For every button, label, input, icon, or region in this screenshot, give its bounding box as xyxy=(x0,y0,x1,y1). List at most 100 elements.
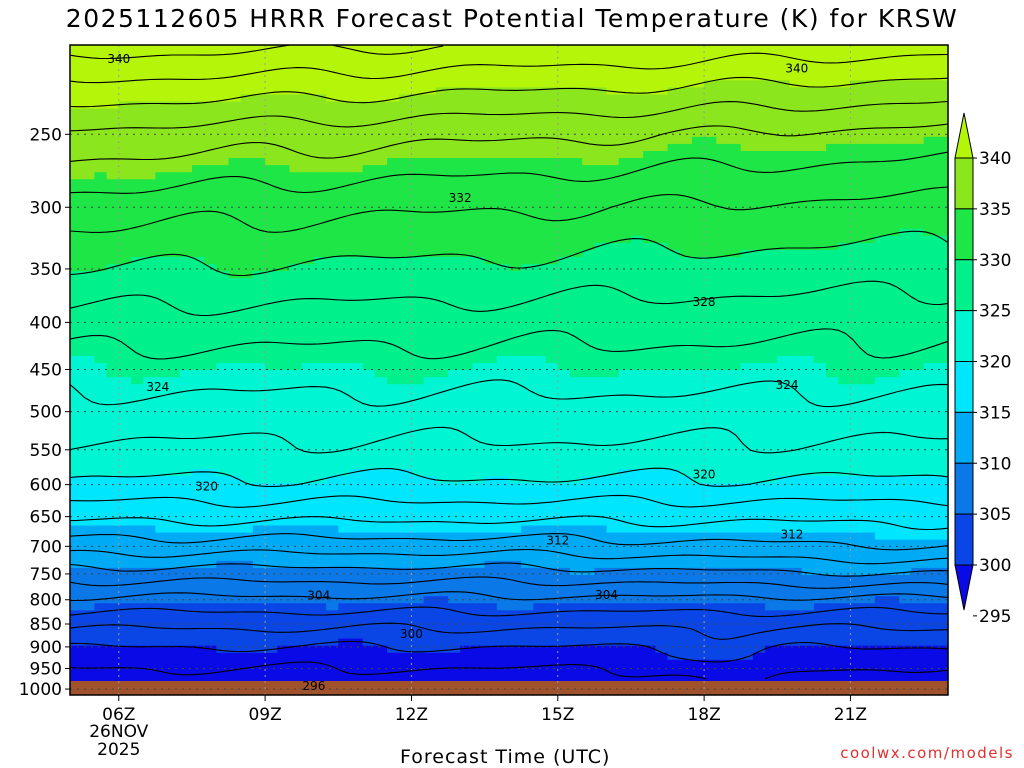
fill-cell xyxy=(716,321,729,329)
fill-cell xyxy=(290,469,303,477)
fill-cell xyxy=(204,462,217,470)
fill-cell xyxy=(594,165,607,173)
fill-cell xyxy=(704,497,717,505)
fill-cell xyxy=(204,412,217,420)
fill-cell xyxy=(680,462,693,470)
fill-cell xyxy=(521,526,534,534)
fill-cell xyxy=(155,314,168,322)
fill-cell xyxy=(107,370,120,378)
fill-cell xyxy=(497,370,510,378)
fill-cell xyxy=(241,370,254,378)
fill-cell xyxy=(70,59,83,67)
fill-cell xyxy=(350,52,363,60)
fill-cell xyxy=(655,412,668,420)
fill-cell xyxy=(497,229,510,237)
fill-cell xyxy=(253,73,266,81)
fill-cell xyxy=(814,236,827,244)
fill-cell xyxy=(460,222,473,230)
fill-cell xyxy=(716,172,729,180)
fill-cell xyxy=(338,59,351,67)
fill-cell xyxy=(521,250,534,258)
fill-cell xyxy=(350,87,363,95)
fill-cell xyxy=(509,455,522,463)
fill-cell xyxy=(668,172,681,180)
fill-cell xyxy=(131,264,144,272)
fill-cell xyxy=(546,165,559,173)
fill-cell xyxy=(533,193,546,201)
fill-cell xyxy=(911,441,924,449)
fill-cell xyxy=(692,349,705,357)
fill-cell xyxy=(265,165,278,173)
fill-cell xyxy=(838,186,851,194)
fill-cell xyxy=(899,306,912,314)
fill-cell xyxy=(655,172,668,180)
fill-cell xyxy=(82,222,95,230)
fill-cell xyxy=(594,123,607,131)
fill-cell xyxy=(363,264,376,272)
fill-cell xyxy=(631,476,644,484)
fill-cell xyxy=(436,412,449,420)
fill-cell xyxy=(850,427,863,435)
fill-cell xyxy=(253,52,266,60)
fill-cell xyxy=(777,328,790,336)
fill-cell xyxy=(668,229,681,237)
fill-cell xyxy=(399,278,412,286)
fill-cell xyxy=(192,59,205,67)
fill-cell xyxy=(82,533,95,541)
fill-cell xyxy=(168,257,181,265)
fill-cell xyxy=(692,165,705,173)
fill-cell xyxy=(290,271,303,279)
fill-cell xyxy=(363,328,376,336)
fill-cell xyxy=(338,271,351,279)
fill-cell xyxy=(277,109,290,117)
fill-cell xyxy=(131,455,144,463)
fill-cell xyxy=(363,222,376,230)
fill-cell xyxy=(411,342,424,350)
fill-cell xyxy=(863,215,876,223)
fill-cell xyxy=(716,257,729,265)
fill-cell xyxy=(448,130,461,138)
fill-cell xyxy=(875,377,888,385)
fill-cell xyxy=(570,165,583,173)
fill-cell xyxy=(375,66,388,74)
fill-cell xyxy=(253,264,266,272)
fill-cell xyxy=(594,504,607,512)
fill-cell xyxy=(216,45,229,53)
fill-cell xyxy=(582,526,595,534)
fill-cell xyxy=(241,476,254,484)
fill-cell xyxy=(399,102,412,110)
fill-cell xyxy=(570,377,583,385)
fill-cell xyxy=(521,490,534,498)
fill-cell xyxy=(777,215,790,223)
fill-cell xyxy=(814,243,827,251)
fill-cell xyxy=(582,462,595,470)
fill-cell xyxy=(472,462,485,470)
fill-cell xyxy=(911,109,924,117)
fill-cell xyxy=(558,66,571,74)
fill-cell xyxy=(802,45,815,53)
fill-cell xyxy=(875,179,888,187)
fill-cell xyxy=(802,349,815,357)
fill-cell xyxy=(192,222,205,230)
fill-cell xyxy=(643,208,656,216)
fill-cell xyxy=(314,370,327,378)
fill-cell xyxy=(265,193,278,201)
fill-cell xyxy=(789,123,802,131)
fill-cell xyxy=(607,243,620,251)
fill-cell xyxy=(521,87,534,95)
fill-cell xyxy=(863,299,876,307)
fill-cell xyxy=(631,511,644,519)
fill-cell xyxy=(533,526,546,534)
fill-cell xyxy=(131,384,144,392)
fill-cell xyxy=(716,490,729,498)
fill-cell xyxy=(850,412,863,420)
fill-cell xyxy=(765,455,778,463)
fill-cell xyxy=(277,151,290,159)
fill-cell xyxy=(338,504,351,512)
fill-cell xyxy=(924,349,937,357)
fill-cell xyxy=(570,483,583,491)
fill-cell xyxy=(338,391,351,399)
fill-cell xyxy=(168,45,181,53)
fill-cell xyxy=(387,165,400,173)
fill-cell xyxy=(70,455,83,463)
